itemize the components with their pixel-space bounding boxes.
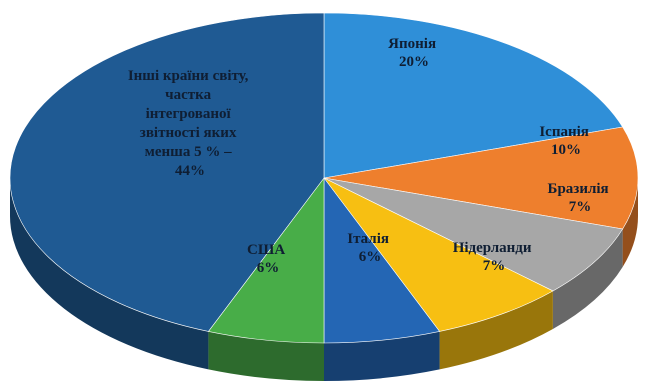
pie-slice-2 — [323, 177, 624, 292]
slice-label-other-line-3: інтегрованої — [146, 106, 232, 122]
slice-value-netherlands: 7% — [483, 258, 506, 274]
slice-label-usa-name: США — [247, 242, 285, 258]
pie-slice-5 — [207, 177, 325, 344]
slice-value-brazil: 7% — [569, 199, 592, 215]
pie-slice-0 — [323, 12, 624, 179]
pie-slice-4 — [323, 177, 441, 344]
slice-label-other-line-5: менша 5 % – — [145, 144, 232, 160]
pie-sides — [10, 178, 638, 381]
pie-slice-1 — [323, 126, 639, 230]
slice-label-usa: США 6% — [247, 242, 289, 276]
slice-label-japan-name: Японія — [388, 36, 436, 52]
pie-side-6 — [10, 178, 209, 370]
pie-side-5 — [208, 331, 324, 381]
slice-value-italy: 6% — [359, 249, 382, 265]
slice-value-japan: 20% — [399, 54, 429, 70]
slice-label-other-line-2: частка — [165, 87, 211, 103]
slice-value-other: 44% — [175, 163, 205, 179]
pie-side-1 — [622, 178, 638, 267]
pie-side-4 — [324, 331, 440, 381]
slice-label-brazil-name: Бразилія — [548, 181, 609, 197]
slice-label-spain: Іспанія 10% — [539, 124, 592, 158]
slice-label-other: Інші країни світу, частка інтегрованої з… — [128, 68, 252, 179]
slice-label-other-line-4: звітності яких — [140, 125, 237, 141]
slice-label-italy-name: Італія — [347, 231, 389, 247]
pie-slice-6 — [9, 12, 325, 332]
slice-label-brazil: Бразилія 7% — [548, 181, 613, 215]
slice-label-italy: Італія 6% — [347, 231, 392, 265]
slice-label-japan: Японія 20% — [388, 36, 440, 70]
slice-label-other-line-1: Інші країни світу, — [128, 68, 249, 84]
slice-value-usa: 6% — [257, 260, 280, 276]
slice-label-netherlands-name: Нідерланди — [453, 240, 532, 256]
slice-label-netherlands: Нідерланди 7% — [453, 240, 536, 274]
pie-side-3 — [439, 290, 553, 370]
slice-label-spain-name: Іспанія — [539, 124, 589, 140]
pie-side-2 — [552, 228, 623, 329]
pie-slice-3 — [323, 177, 554, 332]
pie-slices — [9, 12, 639, 344]
slice-value-spain: 10% — [551, 142, 581, 158]
